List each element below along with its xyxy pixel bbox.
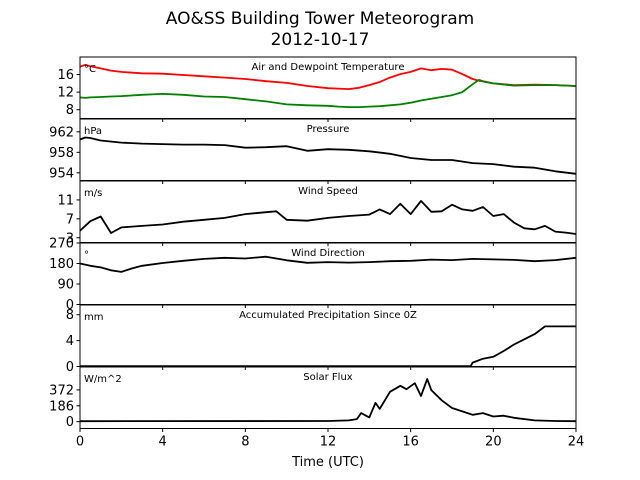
panel-wind-direction: 0 90 180 270 Wind Direction ° xyxy=(49,237,577,313)
wind-speed-series-line-0 xyxy=(79,199,577,235)
pressure-series-line-0 xyxy=(79,136,577,175)
wind-speed-y-tick-label: 7 xyxy=(66,212,74,227)
x-axis-label: Time (UTC) xyxy=(291,455,364,470)
pressure-unit-label: hPa xyxy=(84,126,102,137)
temperature-panel-title: Air and Dewpoint Temperature xyxy=(252,62,405,73)
panel-wind-speed: 3 7 11 Wind Speed m/s xyxy=(57,180,577,246)
solar-flux-unit-label: W/m^2 xyxy=(84,374,122,385)
x-tick-label: 12 xyxy=(320,435,337,450)
panel-precipitation: 0 4 8 Accumulated Precipitation Since 0Z mm xyxy=(66,304,577,375)
x-axis: 0 4 8 12 16 20 24 xyxy=(76,118,585,450)
solar-flux-y-tick-label: 372 xyxy=(49,383,74,398)
precipitation-y-tick-label: 4 xyxy=(66,334,74,349)
panel-temperature: 8 12 16 Air and Dewpoint Temperature °C xyxy=(57,56,577,119)
precipitation-y-tick-label: 0 xyxy=(66,360,74,375)
precipitation-y-tick-label: 8 xyxy=(66,308,74,323)
wind-direction-series-line-0 xyxy=(79,255,577,273)
solar-flux-y-tick-label: 0 xyxy=(66,415,74,430)
precipitation-panel-title: Accumulated Precipitation Since 0Z xyxy=(239,310,417,321)
wind-speed-y-tick-label: 11 xyxy=(57,193,74,208)
temperature-y-tick-label: 12 xyxy=(57,86,74,101)
panel-pressure: 954 958 962 Pressure hPa xyxy=(49,118,577,181)
x-tick-label: 16 xyxy=(402,435,419,450)
temperature-y-tick-label: 8 xyxy=(66,103,74,118)
pressure-y-tick-label: 954 xyxy=(49,166,74,181)
wind-direction-y-tick-label: 180 xyxy=(49,257,74,272)
wind-speed-panel-title: Wind Speed xyxy=(298,186,358,197)
temperature-series-line-1 xyxy=(79,78,577,108)
wind-speed-unit-label: m/s xyxy=(84,188,102,199)
wind-direction-y-tick-label: 90 xyxy=(57,278,74,293)
solar-flux-y-tick-label: 186 xyxy=(49,399,74,414)
pressure-y-tick-label: 958 xyxy=(49,146,74,161)
wind-direction-unit-label: ° xyxy=(84,250,89,261)
pressure-panel-title: Pressure xyxy=(307,124,350,135)
solar-flux-series-line-0 xyxy=(79,378,577,423)
wind-speed-y-tick-label: 3 xyxy=(66,231,74,246)
wind-direction-y-tick-label: 270 xyxy=(49,237,74,252)
x-tick-label: 8 xyxy=(241,435,249,450)
pressure-y-tick-label: 962 xyxy=(49,125,74,140)
x-tick-label: 20 xyxy=(485,435,502,450)
x-tick-label: 24 xyxy=(568,435,585,450)
wind-direction-y-tick-label: 0 xyxy=(66,298,74,313)
figure-title-line2: 2012-10-17 xyxy=(271,30,370,50)
x-tick-label: 0 xyxy=(76,435,84,450)
figure-title-line1: AO&SS Building Tower Meteorogram xyxy=(166,9,474,29)
temperature-y-tick-label: 16 xyxy=(57,68,74,83)
precipitation-unit-label: mm xyxy=(84,312,103,323)
precipitation-series-line-0 xyxy=(80,325,576,368)
wind-direction-panel-title: Wind Direction xyxy=(291,248,365,259)
x-tick-label: 4 xyxy=(159,435,167,450)
solar-flux-panel-title: Solar Flux xyxy=(303,372,353,383)
temperature-unit-label: °C xyxy=(84,64,96,75)
